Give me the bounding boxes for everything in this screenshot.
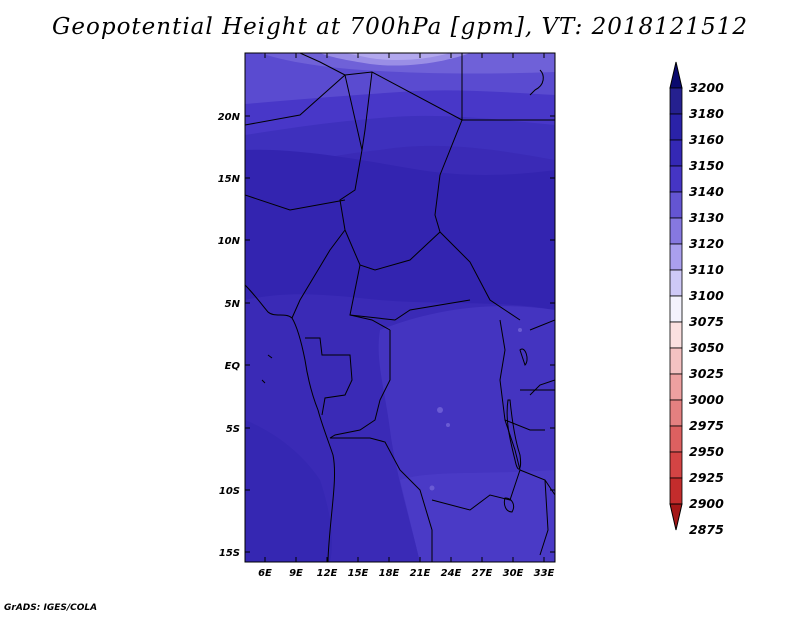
lat-label-eq: EQ [225,361,241,372]
colorbar-swatch [669,321,683,349]
colorbar-swatch [669,373,683,401]
lon-label-30e: 30E [503,568,524,579]
colorbar-label: 2950 [689,444,724,459]
country-borders [245,53,555,562]
lat-axis: 20N 15N 10N 5N EQ 5S 10S 15S [218,112,555,559]
colorbar-label: 3160 [689,132,724,147]
lon-label-33e: 33E [534,568,555,579]
height-field [245,53,555,562]
colorbar-swatch [669,191,683,219]
colorbar-label: 3025 [689,366,724,381]
colorbar-swatch [669,113,683,141]
colorbar-label: 3180 [689,106,724,121]
colorbar-label: 3110 [689,262,724,277]
colorbar-swatch [669,425,683,453]
colorbar-label: 3075 [689,314,724,329]
colorbar-swatch [669,399,683,427]
colorbar-swatch [669,243,683,271]
colorbar-label: 3150 [689,158,724,173]
map-title: Geopotential Height at 700hPa [gpm], VT:… [52,14,748,40]
colorbar-label: 3140 [689,184,724,199]
colorbar-swatch [669,269,683,297]
colorbar-label: 3000 [689,392,724,407]
colorbar-bottom-arrow [669,503,683,531]
lat-label-20n: 20N [218,112,241,123]
lat-label-5s: 5S [226,424,240,435]
colorbar-label: 3200 [689,80,724,95]
map-frame [244,52,556,563]
colorbar-swatch [669,217,683,245]
colorbar-label: 2900 [689,496,724,511]
lon-label-27e: 27E [472,568,493,579]
colorbar-label: 2875 [689,522,724,537]
colorbar-label: 2975 [689,418,724,433]
colorbar: 3200 3180 3160 3150 3140 3130 3120 3110 3100 3075… [669,61,724,537]
colorbar-label: 3100 [689,288,724,303]
colorbar-label: 2925 [689,470,724,485]
lat-label-10n: 10N [218,236,241,247]
lon-label-21e: 21E [410,568,431,579]
lat-label-15n: 15N [218,174,241,185]
colorbar-swatch [669,451,683,479]
colorbar-label: 3050 [689,340,724,355]
lon-label-6e: 6E [258,568,272,579]
lon-label-12e: 12E [317,568,338,579]
lon-label-9e: 9E [289,568,303,579]
credit-label: GrADS: IGES/COLA [4,603,98,613]
colorbar-swatch [669,295,683,323]
colorbar-label: 3120 [689,236,724,251]
colorbar-swatch [669,347,683,375]
lon-label-24e: 24E [441,568,462,579]
lon-label-15e: 15E [348,568,369,579]
colorbar-top-arrow [669,61,683,89]
lat-label-15s: 15S [219,548,240,559]
lat-label-5n: 5N [225,299,241,310]
lon-label-18e: 18E [379,568,400,579]
colorbar-label: 3130 [689,210,724,225]
colorbar-swatch [669,165,683,193]
colorbar-swatch [669,139,683,167]
colorbar-swatch [669,477,683,505]
lon-axis: 6E 9E 12E 15E 18E 21E 24E 27E 30E 33E [258,53,555,579]
lat-label-10s: 10S [219,486,240,497]
colorbar-swatch [669,87,683,115]
